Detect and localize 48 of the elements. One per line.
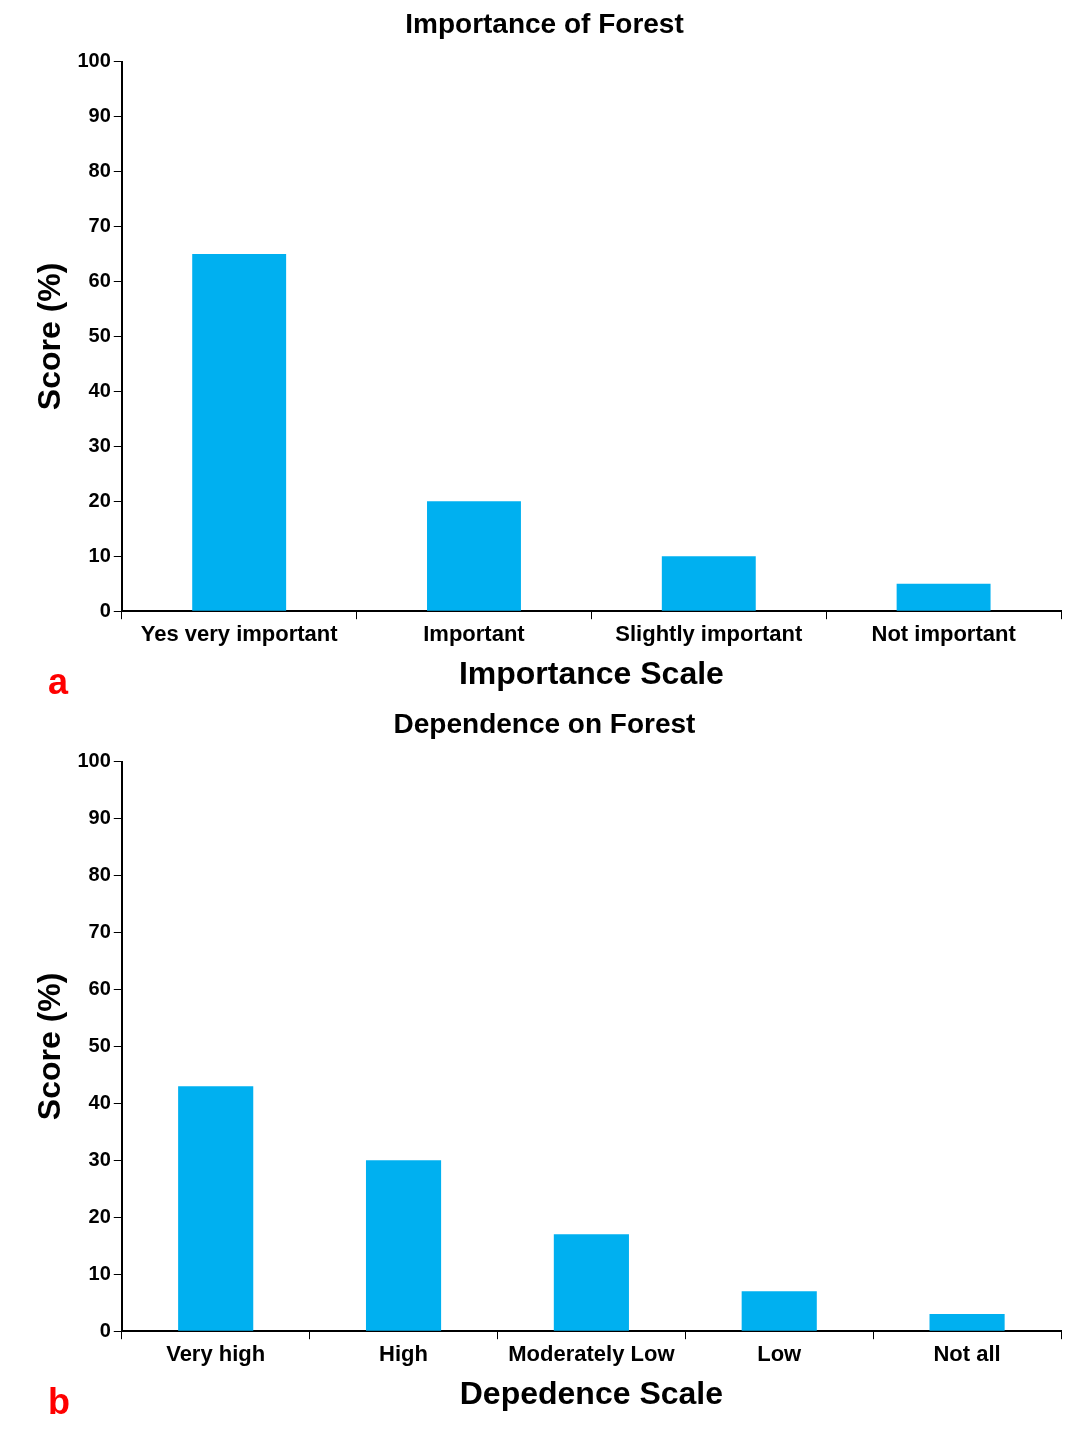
x-tick-label: Important <box>423 621 526 647</box>
x-tick-label: Very high <box>166 1341 266 1367</box>
bar <box>553 1234 629 1331</box>
y-tick-label: 60 <box>88 976 111 999</box>
bar <box>741 1291 817 1331</box>
x-axis-title: Importance Scale <box>458 654 724 691</box>
y-tick-label: 60 <box>88 268 111 291</box>
y-tick-label: 90 <box>88 806 111 829</box>
bar <box>178 1086 254 1331</box>
y-tick-label: 80 <box>88 159 111 182</box>
x-tick-label: Moderately Low <box>508 1341 676 1367</box>
x-tick-label: Not all <box>933 1341 1001 1367</box>
y-tick-label: 70 <box>88 214 111 236</box>
y-tick-label: 90 <box>88 104 111 127</box>
chart-title: Importance of Forest <box>405 7 684 39</box>
chart-title: Dependence on Forest <box>393 707 696 739</box>
text: a <box>48 660 69 702</box>
y-axis-title: Score (%) <box>31 972 68 1121</box>
bar <box>192 253 287 611</box>
text: b <box>48 1380 70 1422</box>
bar <box>896 583 991 611</box>
bar <box>365 1160 442 1331</box>
y-tick-label: 10 <box>88 543 111 566</box>
x-axis-title: Depedence Scale <box>459 1374 724 1411</box>
bar <box>661 556 756 611</box>
y-axis-title: Score (%) <box>31 262 68 411</box>
x-tick-label: Yes very important <box>140 621 339 647</box>
y-tick-label: 40 <box>88 1090 111 1113</box>
y-tick-label: 10 <box>88 1261 111 1284</box>
y-tick-label: 0 <box>99 598 111 621</box>
y-tick-label: 30 <box>88 433 111 456</box>
y-tick-label: 0 <box>99 1318 111 1341</box>
y-tick-label: 20 <box>88 488 111 511</box>
x-tick-label: Slightly important <box>615 621 803 647</box>
y-tick-label: 70 <box>88 920 111 942</box>
y-tick-label: 100 <box>77 749 111 772</box>
x-tick-label: Not important <box>871 621 1017 647</box>
y-tick-label: 40 <box>88 378 111 401</box>
y-tick-label: 100 <box>77 49 111 72</box>
bar <box>427 501 521 611</box>
y-tick-label: 30 <box>88 1147 111 1170</box>
bar <box>929 1314 1005 1331</box>
y-tick-label: 80 <box>88 863 111 886</box>
y-tick-label: 50 <box>88 323 111 346</box>
x-tick-label: Low <box>757 1341 803 1367</box>
y-tick-label: 50 <box>88 1033 111 1056</box>
x-tick-label: High <box>379 1341 428 1367</box>
y-tick-label: 20 <box>88 1204 111 1227</box>
